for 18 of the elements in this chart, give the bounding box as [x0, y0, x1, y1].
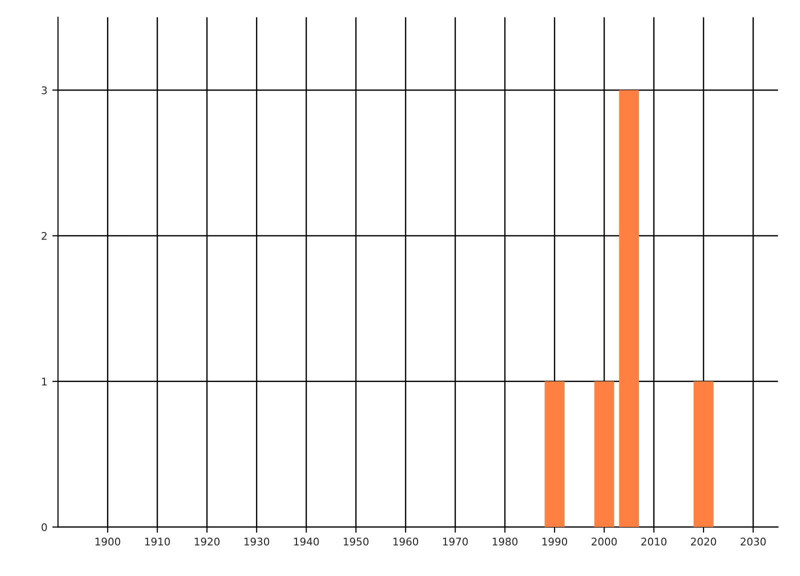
x-tick-label: 1970 — [443, 538, 468, 546]
x-tick-label: 2010 — [641, 538, 666, 546]
x-tick-label: 1940 — [294, 538, 319, 546]
y-tick-label: 0 — [42, 523, 47, 532]
x-tick-label: 1950 — [344, 538, 368, 546]
x-tick-label: 2020 — [691, 538, 716, 546]
x-tick-label: 2030 — [740, 538, 766, 546]
x-tick-label: 1960 — [393, 538, 418, 546]
x-tick-label: 1920 — [194, 538, 220, 546]
y-tick-label: 2 — [42, 232, 47, 240]
x-tick-label: 1990 — [542, 538, 568, 546]
x-tick-label: 1980 — [492, 538, 518, 546]
x-tick-label: 2000 — [592, 538, 617, 546]
y-tick-label: 1 — [42, 378, 47, 386]
x-tick-label: 1900 — [96, 538, 120, 546]
x-tick-label: 1930 — [244, 538, 270, 546]
y-tick-label: 3 — [42, 86, 47, 94]
x-tick-label: 1910 — [145, 538, 170, 546]
